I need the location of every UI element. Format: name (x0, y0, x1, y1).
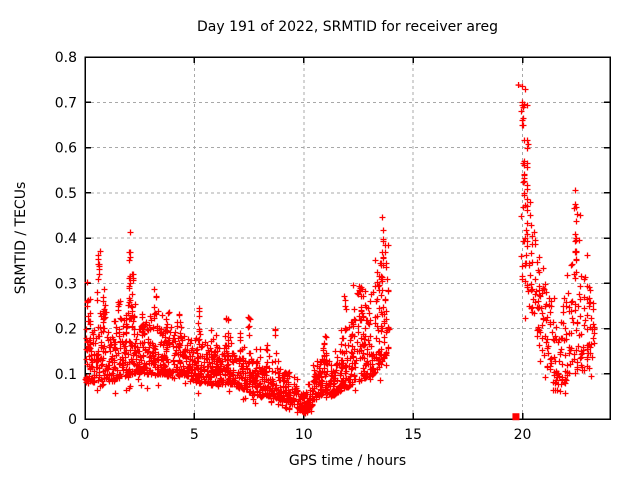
tick-labels: 0 5 10 15 20 0 0.1 0.2 0.3 0.4 0.5 0.6 0.7 0.8 (55, 50, 532, 443)
special-points (512, 82, 522, 421)
plus-marker (515, 82, 522, 89)
x-tick-label: 10 (295, 427, 313, 443)
y-tick-label: 0.4 (55, 231, 77, 247)
x-tick-label: 0 (81, 427, 90, 443)
x-axis-label: GPS time / hours (289, 453, 406, 469)
y-tick-label: 0.1 (55, 367, 77, 383)
y-tick-label: 0.7 (55, 95, 77, 111)
y-tick-label: 0.6 (55, 141, 77, 157)
chart-title: Day 191 of 2022, SRMTID for receiver are… (197, 19, 498, 35)
y-tick-label: 0 (68, 412, 77, 428)
y-tick-label: 0.8 (55, 50, 77, 66)
y-tick-label: 0.3 (55, 276, 77, 292)
y-axis-label: SRMTID / TECUs (13, 182, 29, 295)
filled-square-marker (512, 413, 520, 421)
axis-ticks (84, 56, 610, 420)
x-tick-label: 15 (404, 427, 422, 443)
x-tick-label: 5 (190, 427, 199, 443)
x-tick-label: 20 (514, 427, 532, 443)
y-tick-label: 0.2 (55, 322, 77, 338)
scatter-points (82, 83, 598, 417)
y-tick-label: 0.5 (55, 186, 77, 202)
